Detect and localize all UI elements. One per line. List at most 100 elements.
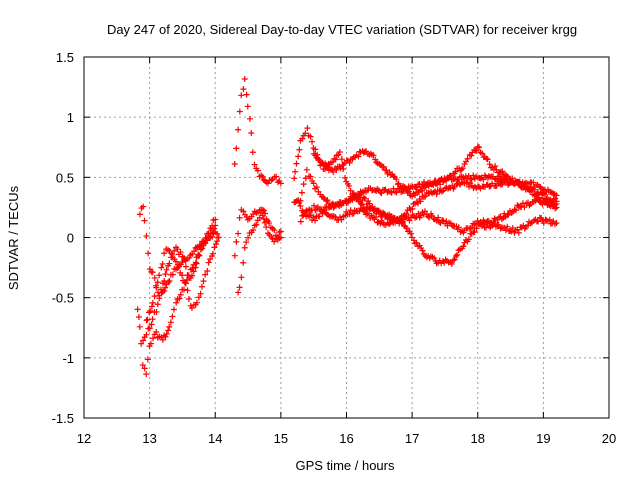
data-point <box>399 218 406 225</box>
data-point <box>515 229 522 236</box>
data-point <box>159 260 166 267</box>
data-point <box>154 301 161 308</box>
data-point <box>521 204 528 211</box>
y-tick-label: 0.5 <box>56 170 74 185</box>
data-point <box>374 219 381 226</box>
data-point <box>214 230 221 237</box>
data-point <box>191 248 198 255</box>
data-point <box>233 145 240 152</box>
data-point <box>319 210 326 217</box>
data-point <box>143 371 150 378</box>
data-point <box>165 327 172 334</box>
x-tick-label: 12 <box>77 431 91 446</box>
data-point <box>307 133 314 140</box>
data-point <box>135 313 142 320</box>
data-point <box>395 180 402 187</box>
data-point <box>292 168 299 175</box>
data-point <box>470 172 477 179</box>
data-point <box>312 146 319 153</box>
data-point <box>144 316 151 323</box>
data-point <box>263 224 270 231</box>
data-point <box>484 156 491 163</box>
data-point <box>346 182 353 189</box>
data-point <box>320 207 327 214</box>
data-point <box>250 226 257 233</box>
data-point <box>145 250 152 257</box>
x-tick-label: 17 <box>405 431 419 446</box>
data-point <box>179 272 186 279</box>
data-point <box>549 198 556 205</box>
data-point <box>189 272 196 279</box>
data-point <box>363 211 370 218</box>
data-point <box>163 330 170 337</box>
data-point <box>151 274 158 281</box>
data-point <box>450 257 457 264</box>
data-point <box>538 215 545 222</box>
data-point <box>346 159 353 166</box>
y-tick-label: -0.5 <box>52 291 74 306</box>
data-point <box>419 187 426 194</box>
data-point <box>340 166 347 173</box>
series-track-A <box>136 203 219 302</box>
data-point <box>411 192 418 199</box>
data-point <box>200 239 207 246</box>
data-point <box>504 223 511 230</box>
data-point <box>146 325 153 332</box>
data-point <box>307 173 314 180</box>
data-point <box>162 284 169 291</box>
data-point <box>236 284 243 291</box>
data-point <box>276 229 283 236</box>
data-point <box>166 277 173 284</box>
data-point <box>202 234 209 241</box>
data-point <box>138 340 145 347</box>
data-point <box>302 175 309 182</box>
data-point <box>182 263 189 270</box>
data-point <box>508 228 515 235</box>
series-track-L <box>310 148 560 236</box>
data-point <box>180 256 187 263</box>
data-point <box>184 287 191 294</box>
data-point <box>180 286 187 293</box>
data-point <box>438 188 445 195</box>
data-point <box>166 323 173 330</box>
data-point <box>215 234 222 241</box>
data-point <box>192 264 199 271</box>
data-point <box>209 233 216 240</box>
data-point <box>236 214 243 221</box>
data-point <box>361 148 368 155</box>
data-point <box>483 155 490 162</box>
data-point <box>295 153 302 160</box>
data-point <box>193 260 200 267</box>
data-point <box>553 192 560 199</box>
data-point <box>136 211 143 218</box>
data-point <box>336 148 343 155</box>
data-point <box>195 294 202 301</box>
chart-title: Day 247 of 2020, Sidereal Day-to-day VTE… <box>107 22 577 37</box>
data-point <box>396 185 403 192</box>
data-point <box>459 165 466 172</box>
data-point <box>197 290 204 297</box>
data-point <box>176 295 183 302</box>
data-point <box>403 210 410 217</box>
data-point <box>304 125 311 132</box>
series-track-K <box>297 178 560 224</box>
data-point <box>535 218 542 225</box>
data-point <box>406 217 413 224</box>
data-point <box>243 239 250 246</box>
data-point <box>277 228 284 235</box>
data-point <box>166 260 173 267</box>
data-point <box>362 195 369 202</box>
data-point <box>360 205 367 212</box>
data-point <box>310 202 317 209</box>
data-point <box>358 189 365 196</box>
data-point <box>460 243 467 250</box>
data-point <box>144 356 151 363</box>
data-point <box>202 271 209 278</box>
data-point <box>377 220 384 227</box>
data-point <box>161 277 168 284</box>
data-point <box>259 173 266 180</box>
data-point <box>296 146 303 153</box>
data-point <box>167 319 174 326</box>
data-point <box>261 207 268 214</box>
data-point <box>419 247 426 254</box>
